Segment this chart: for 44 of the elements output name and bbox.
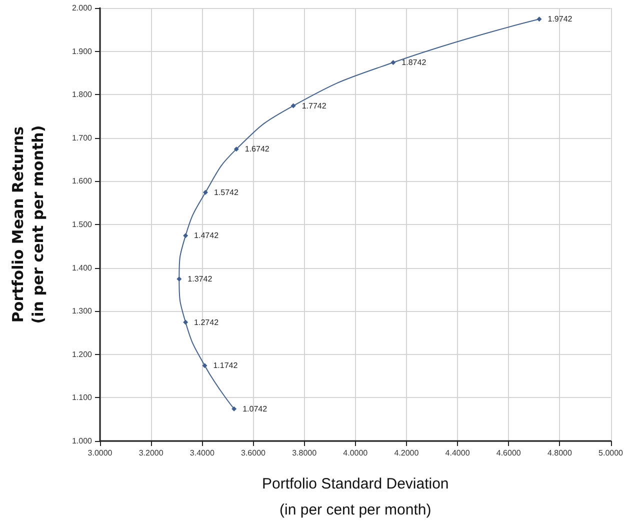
data-label: 1.9742	[548, 14, 573, 24]
point	[176, 276, 182, 282]
x-tick-label: 4.0000	[343, 448, 368, 458]
y-tick-label: 1.300	[72, 306, 93, 316]
x-tick-label: 5.0000	[598, 448, 624, 458]
data-label: 1.1742	[213, 361, 238, 370]
y-tick-label: 1.100	[72, 393, 93, 402]
y-tick-label: 1.000	[72, 436, 93, 446]
point	[536, 16, 542, 22]
point	[290, 103, 296, 108]
point	[232, 406, 237, 412]
x-tick-label: 4.8000	[547, 448, 572, 458]
y-axis-title: Portfolio Mean Returns (in per cent per month)	[9, 125, 47, 324]
y-tick-label: 1.700	[72, 133, 93, 142]
data-label: 1.0742	[242, 404, 268, 414]
point	[183, 233, 188, 238]
data-label: 1.2742	[194, 318, 220, 327]
point	[202, 190, 208, 195]
x-tick-label: 4.4000	[445, 448, 470, 458]
y-tick-label: 1.600	[72, 176, 93, 186]
data-label: 1.5742	[214, 188, 239, 197]
data-label: 1.4742	[194, 231, 220, 240]
x-tick-label: 3.2000	[138, 448, 164, 458]
data-label: 1.8742	[402, 58, 427, 67]
data-label: 1.7742	[302, 101, 327, 110]
y-tick-label: 1.400	[72, 263, 93, 272]
y-tick-label: 1.500	[72, 220, 93, 229]
data-label: 1.3742	[188, 274, 213, 284]
x-tick-label: 4.6000	[496, 448, 522, 458]
point	[183, 320, 188, 325]
y-tick-label: 1.800	[72, 90, 93, 100]
x-tick-label: 3.0000	[88, 448, 113, 458]
point	[390, 60, 396, 65]
point	[234, 146, 239, 152]
data-label: 1.6742	[244, 144, 270, 154]
y-tick-label: 1.200	[72, 350, 93, 359]
y-tick-label: 2.000	[72, 4, 93, 12]
x-tick-label: 3.4000	[190, 448, 215, 458]
x-tick-label: 3.8000	[292, 448, 318, 458]
point	[202, 363, 208, 368]
x-axis-title: Portfolio Standard Deviation (in per cent per month)	[262, 476, 449, 518]
x-tick-label: 3.6000	[240, 448, 266, 458]
y-tick-label: 1.900	[72, 46, 93, 56]
x-tick-label: 4.2000	[394, 448, 420, 458]
